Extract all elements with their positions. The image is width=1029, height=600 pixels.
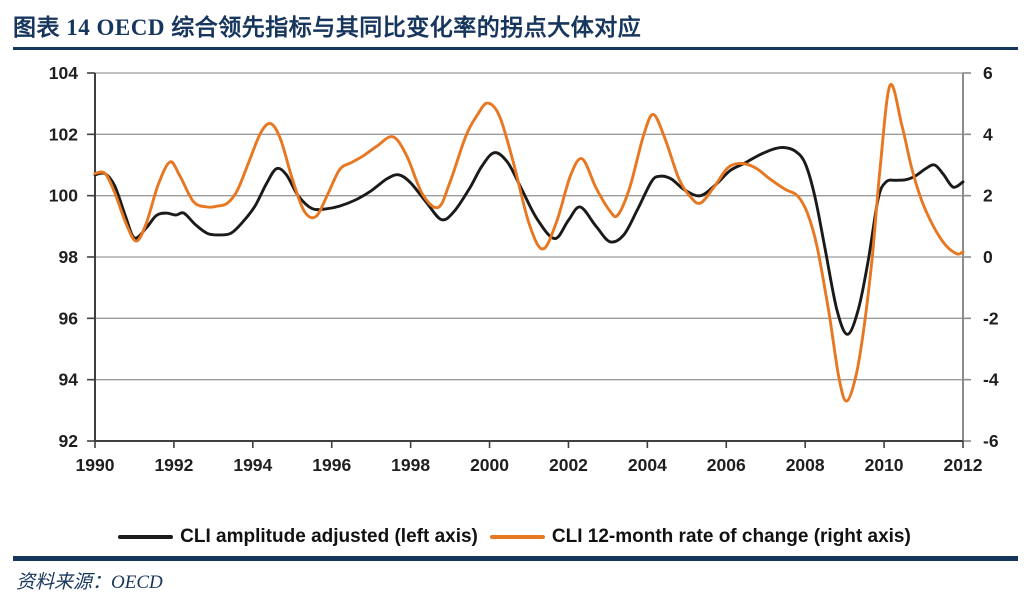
legend-label-roc: CLI 12-month rate of change (right axis): [551, 526, 911, 547]
x-axis-label: 1998: [391, 455, 430, 475]
y-axis-left-label: 102: [49, 124, 78, 144]
y-axis-left-label: 100: [49, 186, 78, 206]
y-axis-left-label: 104: [49, 63, 78, 83]
source-note: 资料来源：OECD: [16, 567, 163, 594]
chart-title: 图表 14 OECD 综合领先指标与其同比变化率的拐点大体对应: [13, 15, 642, 40]
y-axis-right-label: 4: [983, 124, 993, 144]
series-12m-rate-of-change: [93, 82, 965, 403]
x-axis-label: 2002: [549, 455, 588, 475]
orange-line-swatch: [489, 535, 545, 539]
x-axis-label: 2010: [865, 455, 904, 475]
x-axis-label: 2000: [470, 455, 509, 475]
y-axis-left-label: 96: [59, 308, 79, 328]
x-axis-label: 1994: [233, 455, 272, 475]
y-axis-right-label: -2: [983, 308, 999, 328]
legend-label-cli: CLI amplitude adjusted (left axis): [180, 526, 478, 547]
bottom-divider-bar: [13, 556, 1018, 561]
y-axis-right-label: -6: [983, 431, 999, 451]
source-label: 资料来源：: [16, 572, 112, 593]
y-axis-left-label: 98: [59, 247, 79, 267]
source-value: OECD: [111, 572, 163, 593]
y-axis-left-label: 92: [59, 431, 79, 451]
chart-legend: CLI amplitude adjusted (left axis) CLI 1…: [0, 526, 1029, 548]
legend-item-roc: CLI 12-month rate of change (right axis): [489, 526, 911, 548]
x-axis-label: 2008: [786, 455, 825, 475]
x-axis-label: 1990: [76, 455, 115, 475]
x-axis-label: 2004: [628, 455, 667, 475]
x-axis-label: 2006: [707, 455, 746, 475]
x-axis-label: 1992: [154, 455, 193, 475]
x-axis-label: 2012: [944, 455, 983, 475]
series-cli-amplitude: [93, 146, 965, 336]
y-axis-right-label: 6: [983, 63, 993, 83]
y-axis-right-label: 2: [983, 186, 993, 206]
title-divider: [13, 47, 1018, 50]
legend-item-cli: CLI amplitude adjusted (left axis): [118, 526, 478, 548]
black-line-swatch: [118, 535, 174, 539]
y-axis-right-label: -4: [983, 370, 999, 390]
x-axis-label: 1996: [312, 455, 351, 475]
y-axis-left-label: 94: [59, 370, 79, 390]
y-axis-right-label: 0: [983, 247, 993, 267]
